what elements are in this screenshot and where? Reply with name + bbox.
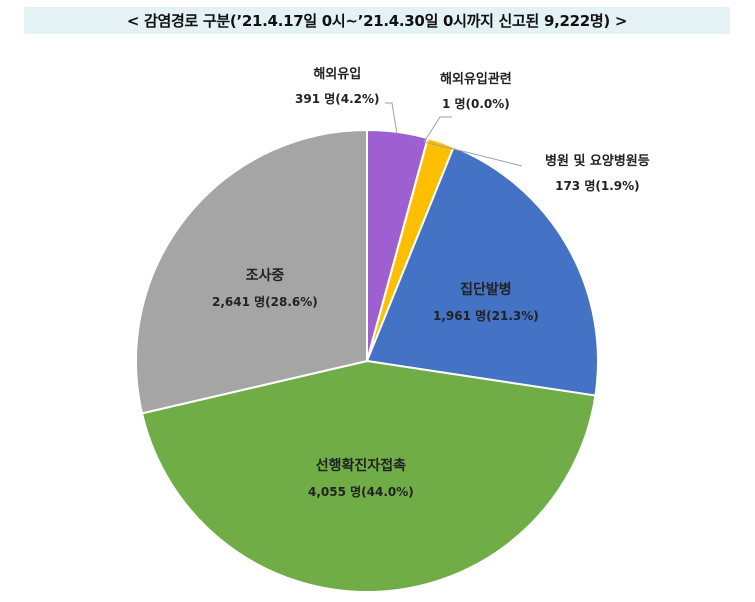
label-hospital: 병원 및 요양병원등 173 명(1.9%) xyxy=(545,154,650,193)
label-overseas-related: 해외유입관련 1 명(0.0%) xyxy=(440,72,512,111)
chart-title-bar: < 감염경로 구분(’21.4.17일 0시~’21.4.30일 0시까지 신고… xyxy=(24,7,730,34)
chart-title: < 감염경로 구분(’21.4.17일 0시~’21.4.30일 0시까지 신고… xyxy=(126,12,628,30)
label-cluster: 집단발병 1,961 명(21.3%) xyxy=(433,282,539,323)
slice-cluster xyxy=(365,145,599,397)
leader-lines xyxy=(385,102,523,167)
label-investigating: 조사중 2,641 명(28.6%) xyxy=(212,268,318,309)
slice-investigating xyxy=(135,128,368,415)
slice-contact xyxy=(140,359,597,593)
label-overseas: 해외유입 391 명(4.2%) xyxy=(295,67,380,106)
label-contact: 선행확진자접촉 4,055 명(44.0%) xyxy=(308,458,414,499)
